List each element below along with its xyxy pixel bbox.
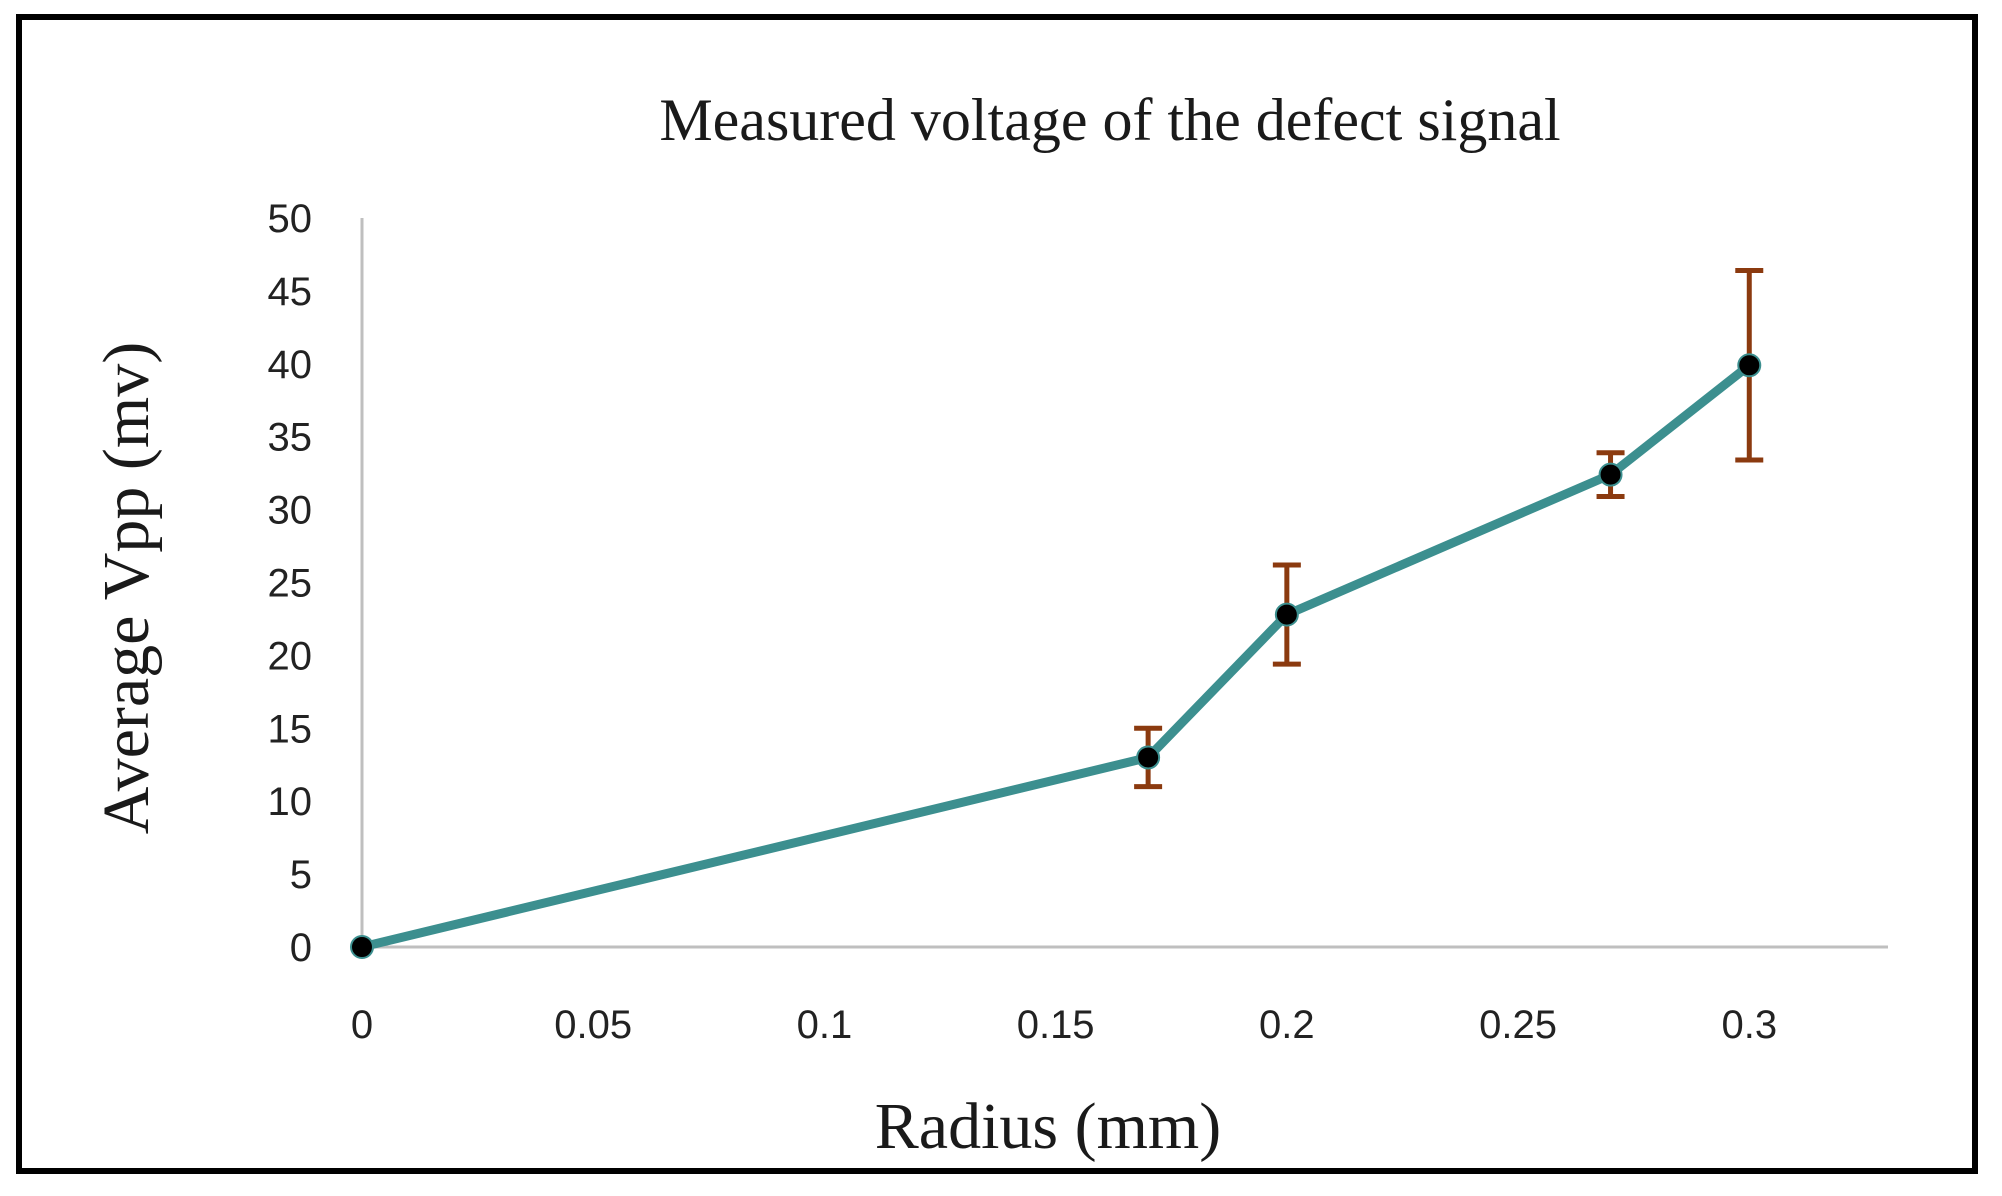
data-point — [1737, 353, 1762, 378]
x-tick-label: 0.15 — [1017, 1003, 1095, 1047]
y-tick-label: 10 — [268, 780, 313, 824]
y-tick-label: 15 — [268, 707, 313, 751]
chart-frame — [16, 14, 1978, 1174]
series-line — [357, 360, 1754, 952]
y-tick-label: 20 — [268, 634, 313, 678]
y-axis-label: Average Vpp (mv) — [90, 342, 163, 834]
data-point — [350, 935, 374, 959]
axes — [360, 218, 1888, 949]
chart-title: Measured voltage of the defect signal — [659, 87, 1560, 153]
x-tick-label: 0.25 — [1479, 1003, 1557, 1047]
y-tick-label: 35 — [268, 416, 313, 460]
y-tick-label: 40 — [268, 343, 313, 387]
y-tick-labels: 0 5 10 15 20 25 30 35 40 45 50 — [268, 197, 313, 970]
y-tick-label: 45 — [268, 270, 313, 314]
data-point — [1274, 602, 1299, 627]
x-tick-label: 0.05 — [554, 1003, 632, 1047]
y-tick-label: 25 — [268, 562, 313, 606]
y-tick-label: 5 — [290, 853, 312, 897]
x-tick-label: 0.1 — [797, 1003, 853, 1047]
x-axis-label: Radius (mm) — [875, 1090, 1221, 1163]
data-markers — [350, 353, 1762, 959]
x-tick-label: 0 — [351, 1003, 373, 1047]
error-bars — [1134, 267, 1764, 790]
y-tick-label: 30 — [268, 489, 313, 533]
x-tick-label: 0.3 — [1721, 1003, 1777, 1047]
data-series — [357, 360, 1754, 952]
y-tick-label: 50 — [268, 197, 313, 241]
data-point — [1598, 462, 1623, 487]
x-tick-labels: 0 0.05 0.1 0.15 0.2 0.25 0.3 — [351, 1003, 1777, 1047]
x-tick-label: 0.2 — [1259, 1003, 1315, 1047]
y-tick-label: 0 — [290, 926, 312, 970]
data-point — [1136, 745, 1161, 770]
